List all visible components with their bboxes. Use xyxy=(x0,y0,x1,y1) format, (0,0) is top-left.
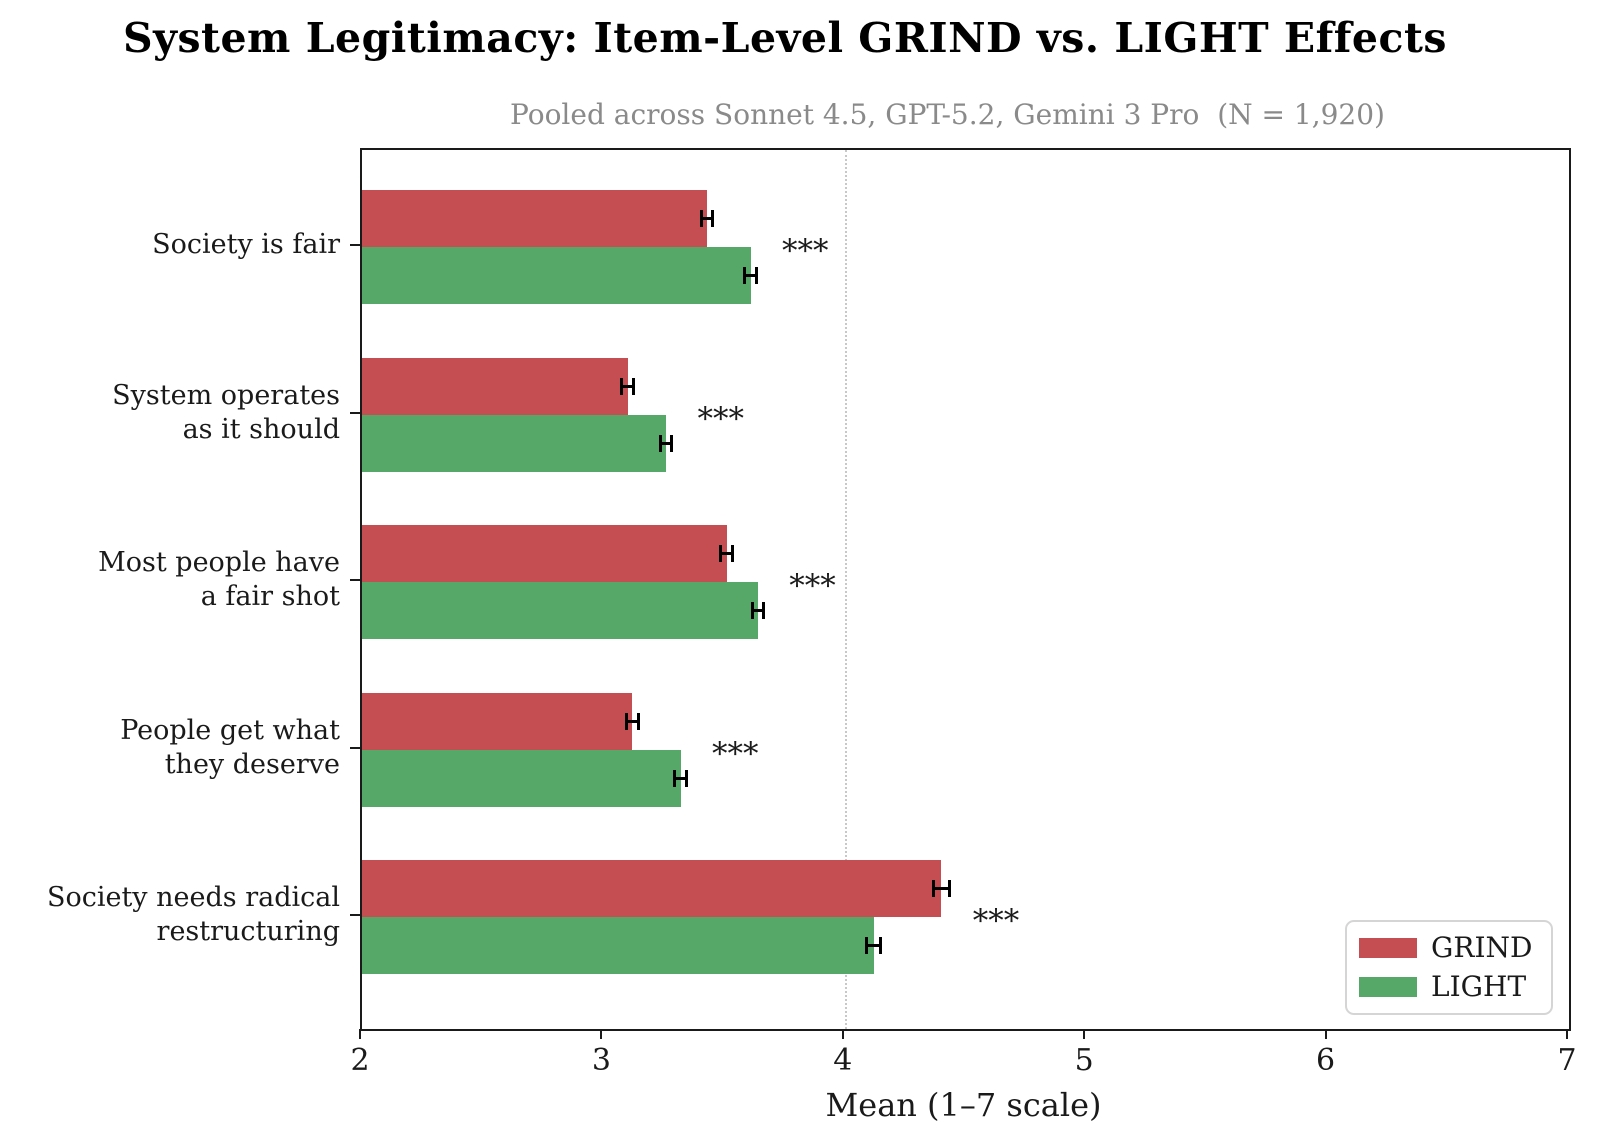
significance-stars: *** xyxy=(782,233,829,269)
plot-area: *** *** *** *** *** xyxy=(360,148,1571,1031)
midpoint-reference-line xyxy=(844,150,847,1029)
x-tick-label: 3 xyxy=(591,1043,611,1078)
significance-stars: *** xyxy=(697,400,745,437)
y-tick-mark xyxy=(350,579,360,581)
significance-stars: *** xyxy=(712,735,759,772)
bar-grind xyxy=(362,692,633,750)
x-tick-label: 5 xyxy=(1074,1043,1094,1078)
bar-light xyxy=(362,414,667,472)
bar-grind xyxy=(362,860,942,917)
y-tick-mark xyxy=(350,746,360,749)
significance-stars: *** xyxy=(972,903,1020,939)
y-tick-mark xyxy=(350,244,360,246)
x-tick-mark xyxy=(841,1029,844,1039)
legend: GRIND LIGHT xyxy=(1345,920,1553,1015)
y-tick-label: People get what they deserve xyxy=(120,714,340,780)
bar-light xyxy=(362,749,681,807)
x-tick-label: 7 xyxy=(1557,1043,1577,1078)
bar-grind xyxy=(362,357,628,415)
error-bar-light xyxy=(673,769,689,787)
bar-light xyxy=(362,582,758,639)
x-tick-mark xyxy=(1083,1029,1086,1039)
x-tick-label: 4 xyxy=(833,1043,853,1078)
error-bar-light xyxy=(750,602,766,619)
bar-light xyxy=(362,917,874,974)
legend-label-light: LIGHT xyxy=(1431,970,1527,1003)
legend-row-light: LIGHT xyxy=(1359,973,1539,1001)
x-tick-label: 2 xyxy=(350,1043,370,1078)
x-tick-mark xyxy=(1324,1029,1327,1039)
error-bar-light xyxy=(865,937,883,954)
error-bar-grind xyxy=(719,545,735,562)
legend-row-grind: GRIND xyxy=(1359,934,1539,962)
x-tick-label: 6 xyxy=(1316,1043,1336,1078)
legend-label-grind: GRIND xyxy=(1431,931,1533,964)
bar-grind xyxy=(362,190,708,247)
x-tick-mark xyxy=(359,1029,361,1039)
y-tick-label: Society needs radical restructuring xyxy=(46,882,340,947)
y-tick-label: System operates as it should xyxy=(112,379,340,445)
error-bar-grind xyxy=(620,377,636,395)
y-tick-label: Most people have a fair shot xyxy=(98,547,340,612)
x-axis-label: Mean (1–7 scale) xyxy=(825,1086,1102,1124)
error-bar-light xyxy=(658,434,674,452)
error-bar-grind xyxy=(625,712,641,730)
y-tick-label: Society is fair xyxy=(152,229,340,260)
x-tick-mark xyxy=(1566,1029,1568,1039)
error-bar-grind xyxy=(699,210,715,227)
light-color-swatch xyxy=(1359,977,1417,997)
significance-stars: *** xyxy=(789,568,836,604)
x-tick-mark xyxy=(600,1029,603,1039)
bar-light xyxy=(362,247,751,304)
chart-subtitle: Pooled across Sonnet 4.5, GPT-5.2, Gemin… xyxy=(510,98,1385,131)
grind-color-swatch xyxy=(1359,938,1417,958)
error-bar-grind xyxy=(931,880,952,897)
chart-title: System Legitimacy: Item-Level GRIND vs. … xyxy=(123,14,1447,62)
error-bar-light xyxy=(743,267,759,284)
y-tick-mark xyxy=(350,411,360,414)
bar-grind xyxy=(362,525,727,582)
y-tick-mark xyxy=(350,914,360,916)
